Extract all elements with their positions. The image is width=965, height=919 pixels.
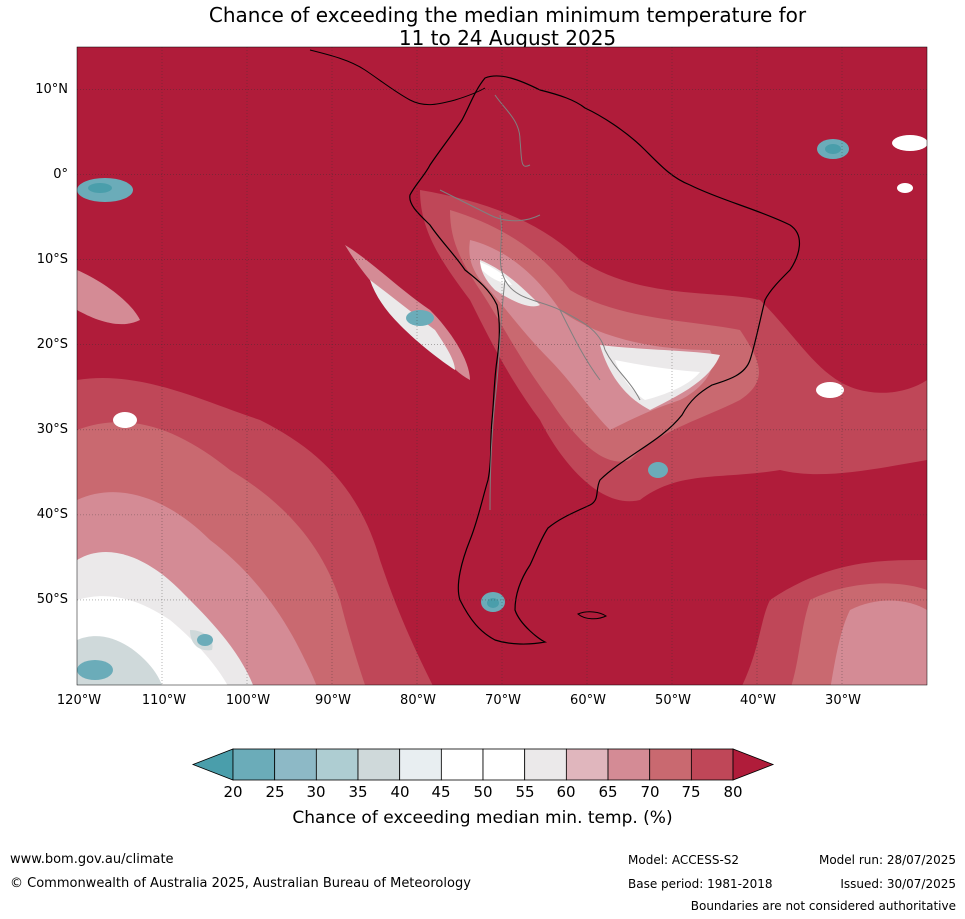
lon-label: 110°W [141,693,187,708]
lon-label: 70°W [485,693,521,708]
colorbar-tick-label: 75 [681,783,701,801]
lat-label: 20°S [36,337,68,352]
colorbar-swatch [690,748,734,781]
colorbar-extend-low [191,748,234,781]
lat-label: 30°S [36,422,68,437]
map-frame [76,46,928,686]
disclaimer: Boundaries are not considered authoritat… [690,899,956,913]
lon-label: 60°W [570,693,606,708]
lon-label: 50°W [655,693,691,708]
colorbar-tick-label: 30 [306,783,326,801]
copyright-text: © Commonwealth of Australia 2025, Austra… [10,876,471,891]
colorbar-title: Chance of exceeding median min. temp. (%… [292,808,673,828]
lat-label: 10°S [36,252,68,267]
colorbar-swatch [440,748,484,781]
lat-label: 10°N [35,82,68,97]
colorbar-swatch [482,748,526,781]
lon-label: 120°W [56,693,102,708]
colorbar-tick-label: 25 [265,783,285,801]
colorbar-tick-label: 80 [723,783,743,801]
central-america-coastline [309,49,486,106]
colorbar-extend-high [732,748,775,781]
map-field [77,47,927,685]
colorbar-swatch [607,748,651,781]
lon-label: 30°W [825,693,861,708]
title-line-2: 11 to 24 August 2025 [398,26,617,50]
lat-label: 0° [53,167,68,182]
model-name: Model: ACCESS-S2 [628,853,740,867]
lon-label: 40°W [740,693,776,708]
colorbar-tick-label: 50 [473,783,493,801]
colorbar-tick-label: 60 [556,783,576,801]
lon-label: 80°W [400,693,436,708]
country-borders [439,94,641,511]
colorbar-tick-label: 65 [598,783,618,801]
small-white-patches [113,135,927,428]
map-title: Chance of exceeding the median minimum t… [0,4,965,50]
colorbar-tick-label: 20 [223,783,243,801]
colorbar-tick-label: 70 [640,783,660,801]
title-line-1: Chance of exceeding the median minimum t… [208,3,807,27]
base-period: Base period: 1981-2018 [628,877,773,891]
gridlines [77,47,927,685]
website-link[interactable]: www.bom.gov.au/climate [10,852,174,867]
colorbar-tick-label: 40 [390,783,410,801]
band-20 [88,144,841,608]
lon-label: 100°W [225,693,271,708]
colorbar-swatch [274,748,317,781]
colorbar-swatch [315,748,359,781]
colorbar-tick-label: 35 [348,783,368,801]
colorbar-swatch [524,748,567,781]
colorbar-swatch [232,748,276,781]
colorbar [191,748,775,781]
colorbar-swatch [565,748,609,781]
colorbar-tick-label: 55 [515,783,535,801]
colorbar-swatch [357,748,401,781]
issued-date: Issued: 30/07/2025 [840,877,956,891]
lat-label: 40°S [36,507,68,522]
lon-label: 90°W [315,693,351,708]
colorbar-swatch [649,748,692,781]
lat-label: 50°S [36,592,68,607]
colorbar-tick-label: 45 [431,783,451,801]
colorbar-swatch [399,748,442,781]
south-america-coastline [409,75,800,645]
model-run-date: Model run: 28/07/2025 [818,853,956,867]
